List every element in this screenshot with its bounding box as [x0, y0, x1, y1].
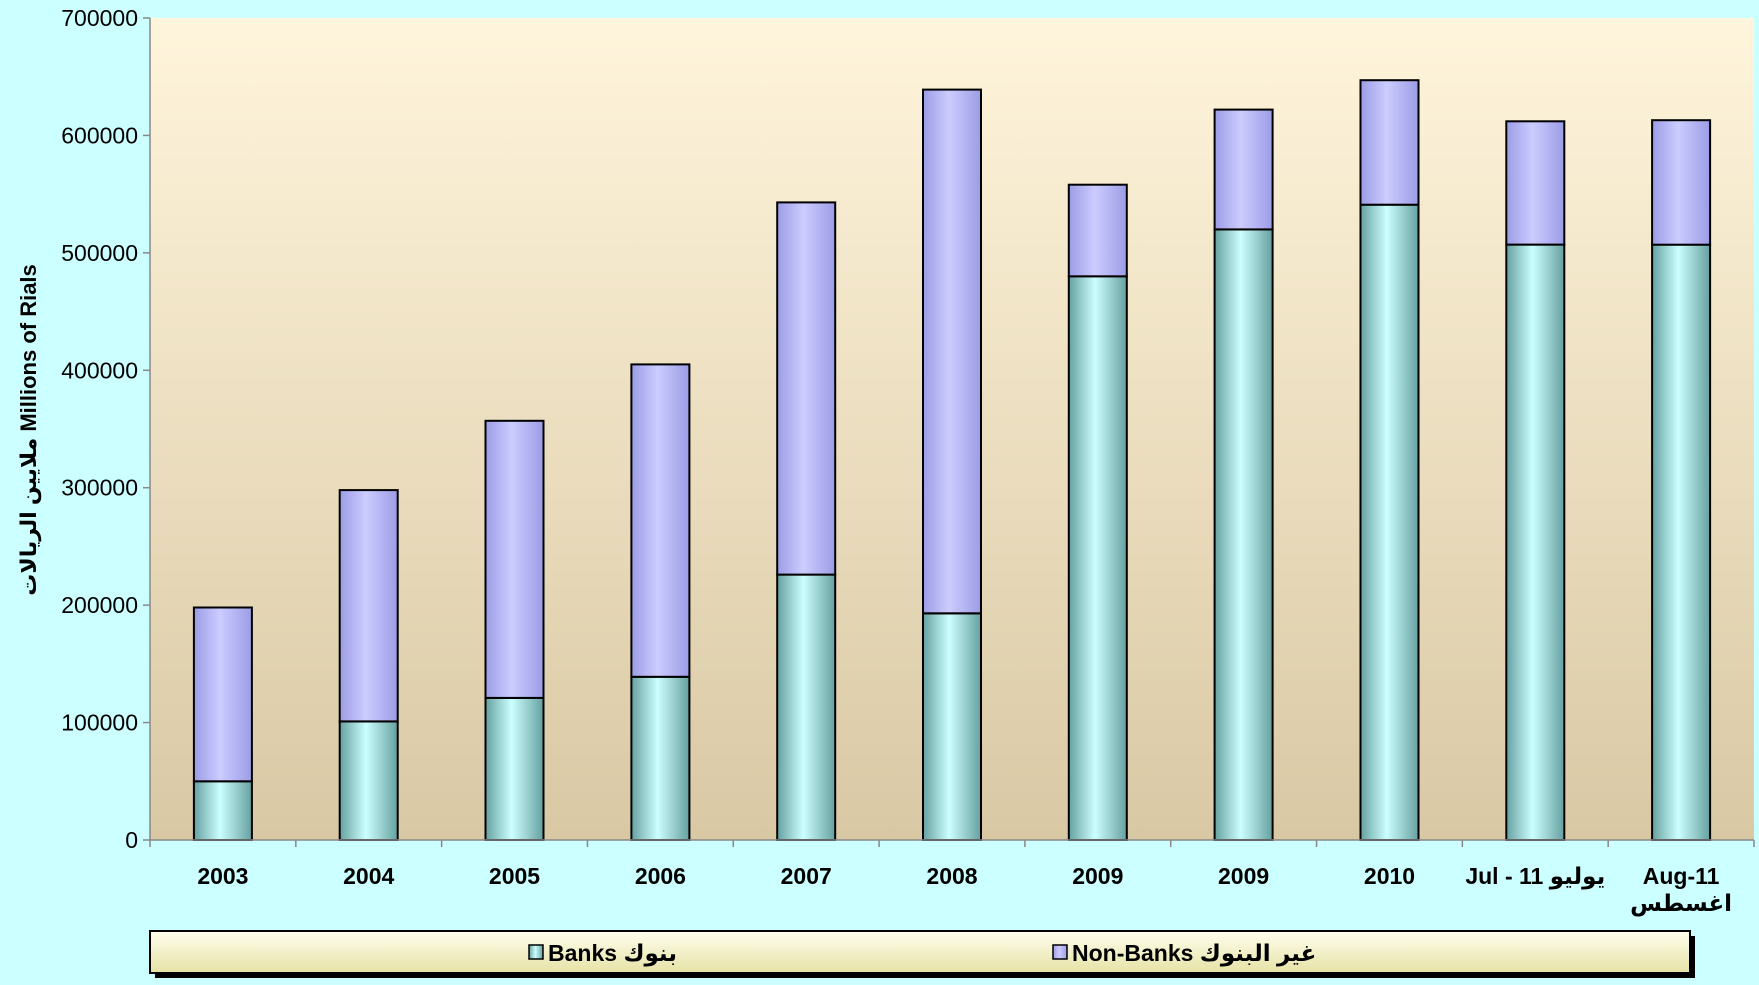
y-tick-label: 0 — [125, 827, 138, 853]
legend-label-banks: Banks بنوك — [548, 940, 677, 967]
bar-banks — [776, 573, 837, 841]
x-tick-label: 2007 — [781, 863, 832, 889]
y-tick-label: 700000 — [61, 5, 138, 31]
x-tick-label: Aug-11 — [1643, 863, 1720, 889]
bars — [192, 79, 1712, 842]
bar-banks — [1067, 275, 1128, 841]
bar-banks — [192, 780, 253, 841]
bar-banks — [1359, 203, 1420, 841]
bar-non-banks — [1359, 79, 1420, 206]
legend-swatch-banks — [528, 944, 544, 960]
bar-non-banks — [630, 363, 691, 678]
legend-label-non-banks: Non-Banks غير البنوك — [1072, 940, 1316, 967]
x-tick-label: اغسطس — [1630, 890, 1732, 916]
y-tick-label: 200000 — [61, 592, 138, 618]
legend: Banks بنوك Non-Banks غير البنوك — [149, 930, 1695, 978]
y-tick-label: 100000 — [61, 710, 138, 736]
y-tick-label: 600000 — [61, 122, 138, 148]
x-tick-label: 2004 — [343, 863, 394, 889]
x-tick-label: 2005 — [489, 863, 540, 889]
x-tick-label: 2003 — [197, 863, 248, 889]
bar-banks — [1505, 243, 1566, 842]
y-tick-label: 500000 — [61, 240, 138, 266]
y-axis-label: ملايين الريالات Millions of Rials — [16, 264, 42, 596]
y-tick-label: 400000 — [61, 357, 138, 383]
x-tick-label: Jul - 11 يوليو — [1465, 863, 1605, 890]
bar-non-banks — [192, 606, 253, 783]
bar-banks — [630, 675, 691, 841]
bar-non-banks — [1505, 120, 1566, 246]
bar-banks — [338, 720, 399, 842]
bar-banks — [922, 612, 982, 842]
bar-banks — [1651, 243, 1712, 842]
bar-non-banks — [776, 201, 837, 576]
bar-banks — [484, 696, 545, 842]
x-tick-label: 2010 — [1364, 863, 1415, 889]
bar-non-banks — [484, 419, 545, 699]
x-tick-label: 2009 — [1072, 863, 1123, 889]
bar-non-banks — [922, 88, 982, 615]
legend-box — [149, 930, 1691, 974]
x-tick-label: 2008 — [926, 863, 977, 889]
bar-non-banks — [1651, 119, 1712, 246]
axes: 0 100000 200000 300000 400000 500000 600000 700… — [61, 5, 1755, 916]
bar-banks — [1213, 228, 1274, 841]
legend-swatch-non-banks — [1052, 944, 1068, 960]
bar-non-banks — [1213, 108, 1274, 231]
bar-non-banks — [1067, 183, 1128, 278]
y-tick-label: 300000 — [61, 475, 138, 501]
x-tick-label: 2009 — [1218, 863, 1269, 889]
x-tick-label: 2006 — [635, 863, 686, 889]
bar-non-banks — [338, 489, 399, 723]
